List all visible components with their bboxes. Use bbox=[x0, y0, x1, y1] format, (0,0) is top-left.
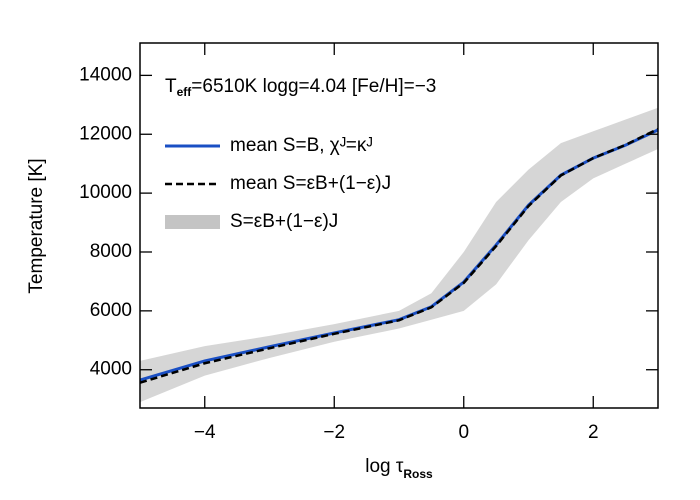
spread-band bbox=[140, 107, 658, 403]
x-tick-label: −4 bbox=[194, 422, 216, 443]
x-tick-label: 0 bbox=[458, 422, 469, 443]
x-tick-label: −2 bbox=[323, 422, 345, 443]
legend-swatch bbox=[165, 215, 220, 229]
y-axis-label: Temperature [K] bbox=[26, 158, 47, 293]
annotation-rest: =6510K logg=4.04 [Fe/H]=−3 bbox=[191, 76, 436, 97]
x-tick-label: 2 bbox=[588, 422, 599, 443]
plot-frame bbox=[139, 42, 659, 409]
series-line bbox=[139, 127, 659, 384]
y-tick-label: 8000 bbox=[90, 241, 132, 262]
y-tick-label: 10000 bbox=[79, 182, 132, 203]
x-label-sub: Ross bbox=[403, 467, 433, 481]
x-axis-label: log τRoss bbox=[365, 456, 433, 481]
y-tick-label: 12000 bbox=[79, 123, 132, 144]
legend-label: mean S=εB+(1−ε)J bbox=[230, 173, 391, 194]
y-tick-label: 4000 bbox=[90, 359, 132, 380]
y-tick-label: 6000 bbox=[90, 300, 132, 321]
y-tick-label: 14000 bbox=[79, 64, 132, 85]
legend-label: mean S=B, χᴶ=κᴶ bbox=[230, 135, 372, 156]
legend-label: S=εB+(1−ε)J bbox=[230, 211, 338, 232]
x-label-main: log τ bbox=[365, 456, 404, 477]
annotation-sub: eff bbox=[177, 85, 193, 99]
annotation-main: T bbox=[165, 76, 177, 97]
annotation: Teff=6510K logg=4.04 [Fe/H]=−3 bbox=[165, 76, 436, 99]
